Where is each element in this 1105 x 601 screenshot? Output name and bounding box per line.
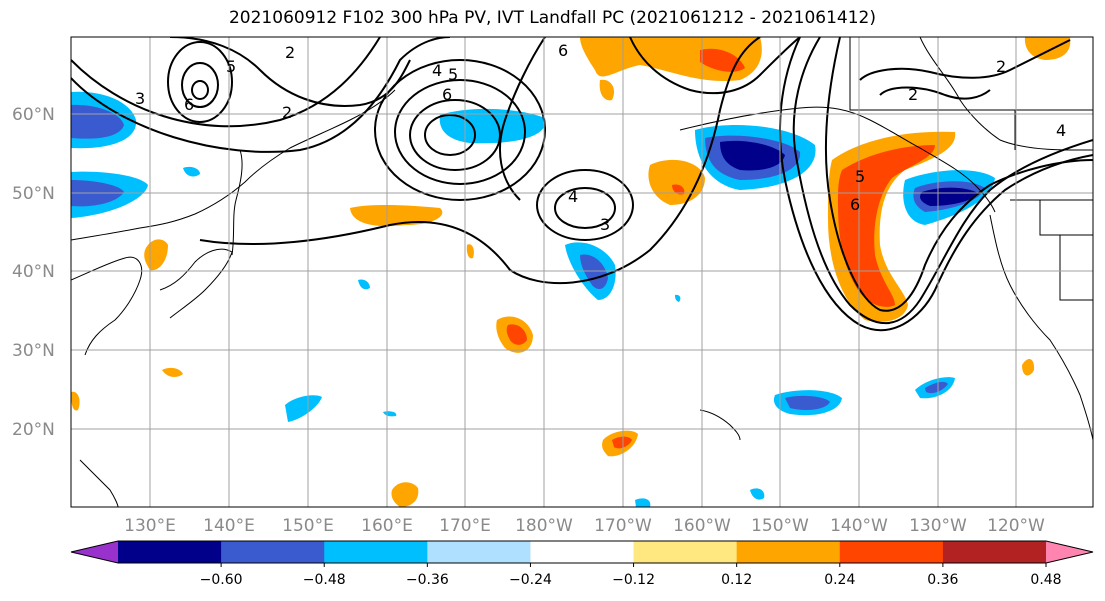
contour-label: 4: [1056, 121, 1066, 140]
colorbar: −0.60 −0.48 −0.36 −0.24 −0.12 0.12 0.24 0.36 0.4…: [70, 540, 1094, 588]
contour-labels: 2 5 6 3 2 6 4 5 6 4 3 2 5 6 2 4: [135, 41, 1066, 234]
lat-label: 40°N: [12, 262, 55, 282]
coastlines: [71, 37, 1093, 507]
lon-label: 170°W: [594, 516, 652, 536]
contour-label: 6: [442, 85, 452, 104]
colorbar-segment: [221, 541, 325, 563]
colorbar-tick-label: 0.36: [927, 572, 958, 588]
colorbar-segment: [530, 541, 635, 563]
contour-label: 6: [184, 95, 194, 114]
lat-label: 60°N: [12, 105, 55, 125]
lon-label: 170°E: [439, 516, 491, 536]
latitude-labels: 60°N 50°N 40°N 30°N 20°N: [12, 105, 55, 440]
lon-label: 120°W: [987, 516, 1045, 536]
longitude-labels: 130°E 140°E 150°E 160°E 170°E 180°W 170°…: [124, 516, 1045, 536]
contour-label: 6: [850, 195, 860, 214]
lon-label: 150°W: [751, 516, 809, 536]
colorbar-tick-label: 0.12: [721, 572, 752, 588]
lon-label: 140°W: [830, 516, 888, 536]
colorbar-tick-label: −0.24: [509, 572, 552, 588]
colorbar-segment: [736, 541, 841, 563]
colorbar-outline: [70, 540, 1094, 564]
lon-label: 140°E: [203, 516, 255, 536]
colorbar-segment: [324, 541, 428, 563]
map-title: 2021060912 F102 300 hPa PV, IVT Landfall…: [228, 8, 876, 28]
colorbar-tick-label: −0.12: [612, 572, 655, 588]
colorbar-tick-label: 0.24: [824, 572, 855, 588]
colorbar-segment: [839, 541, 944, 563]
colorbar-extend-max: [1046, 541, 1093, 563]
graticule: [71, 37, 1093, 507]
contour-label: 5: [448, 65, 458, 84]
contour-label: 5: [226, 57, 236, 76]
map-border: [70, 36, 1094, 508]
lon-label: 130°W: [909, 516, 967, 536]
lon-label: 160°W: [673, 516, 731, 536]
lon-label: 160°E: [361, 516, 413, 536]
colorbar-tick-label: 0.48: [1030, 572, 1061, 588]
contour-label: 3: [600, 215, 610, 234]
shaded-anomalies: [71, 37, 1071, 507]
contour-label: 4: [568, 187, 578, 206]
contour-label: 2: [285, 43, 295, 62]
colorbar-segment: [942, 541, 1047, 563]
colorbar-extend-min: [71, 541, 118, 563]
lat-label: 30°N: [12, 341, 55, 361]
contour-label: 6: [558, 41, 568, 60]
contour-lines: [71, 37, 1093, 331]
lat-label: 50°N: [12, 184, 55, 204]
lon-label: 130°E: [124, 516, 176, 536]
contour-label: 5: [855, 167, 865, 186]
contour-label: 2: [908, 85, 918, 104]
lat-label: 20°N: [12, 420, 55, 440]
colorbar-segment: [118, 541, 222, 563]
lon-label: 150°E: [282, 516, 334, 536]
colorbar-tick-label: −0.60: [200, 572, 243, 588]
contour-label: 4: [432, 61, 442, 80]
contour-label: 2: [996, 57, 1006, 76]
colorbar-tick-label: −0.36: [406, 572, 449, 588]
lon-label: 180°W: [515, 516, 573, 536]
contour-label: 3: [135, 89, 145, 108]
colorbar-segment: [633, 541, 738, 563]
contour-label: 2: [282, 103, 292, 122]
colorbar-tick-label: −0.48: [303, 572, 346, 588]
colorbar-segment: [427, 541, 531, 563]
